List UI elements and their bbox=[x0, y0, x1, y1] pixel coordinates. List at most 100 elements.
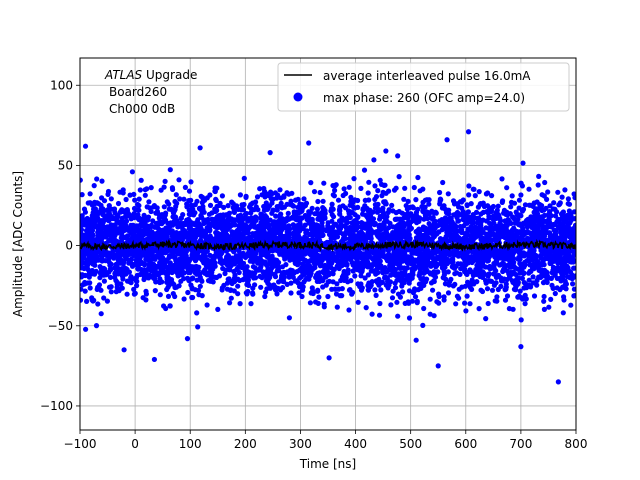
scatter-point bbox=[85, 231, 92, 237]
scatter-point bbox=[94, 176, 100, 182]
scatter-point bbox=[199, 278, 205, 284]
scatter-point bbox=[397, 247, 403, 253]
scatter-point bbox=[382, 254, 388, 260]
scatter-point bbox=[89, 218, 95, 225]
scatter-point bbox=[212, 263, 218, 269]
scatter-point bbox=[250, 290, 256, 296]
scatter-point bbox=[325, 293, 331, 300]
scatter-point bbox=[262, 205, 268, 211]
scatter-point bbox=[288, 290, 294, 296]
scatter-point bbox=[413, 228, 419, 235]
scatter-point bbox=[385, 248, 391, 254]
scatter-point bbox=[126, 257, 132, 263]
scatter-point bbox=[162, 178, 168, 184]
scatter-point bbox=[468, 225, 474, 231]
scatter-point bbox=[127, 251, 133, 257]
scatter-point bbox=[473, 257, 480, 263]
scatter-point bbox=[570, 281, 576, 287]
scatter-point bbox=[393, 234, 399, 240]
scatter-point bbox=[448, 276, 454, 282]
scatter-point bbox=[444, 260, 450, 267]
scatter-point bbox=[382, 217, 389, 223]
scatter-point bbox=[365, 190, 371, 196]
scatter-point bbox=[205, 235, 211, 242]
scatter-point bbox=[168, 277, 175, 283]
scatter-point bbox=[413, 216, 419, 222]
scatter-point bbox=[397, 294, 403, 300]
scatter-point bbox=[321, 304, 327, 310]
scatter-point bbox=[186, 278, 192, 284]
scatter-point bbox=[115, 265, 121, 272]
scatter-point bbox=[315, 198, 321, 205]
scatter-point bbox=[227, 300, 233, 306]
scatter-point bbox=[432, 270, 438, 276]
scatter-point bbox=[274, 207, 280, 213]
scatter-point bbox=[190, 227, 196, 233]
scatter-point bbox=[286, 315, 292, 321]
scatter-point bbox=[341, 186, 347, 192]
scatter-point bbox=[329, 201, 335, 207]
scatter-point bbox=[422, 197, 428, 203]
scatter-point bbox=[134, 225, 140, 231]
scatter-point bbox=[125, 210, 131, 217]
scatter-point bbox=[411, 262, 417, 268]
scatter-point bbox=[225, 276, 231, 282]
scatter-point bbox=[560, 310, 566, 316]
scatter-point bbox=[378, 287, 384, 293]
scatter-point bbox=[547, 203, 553, 209]
scatter-point bbox=[320, 213, 326, 220]
scatter-point bbox=[554, 275, 560, 281]
scatter-point bbox=[485, 210, 491, 216]
scatter-point bbox=[472, 224, 478, 230]
scatter-point bbox=[316, 253, 322, 259]
scatter-point bbox=[487, 263, 493, 270]
scatter-point bbox=[454, 215, 460, 221]
scatter-point bbox=[146, 199, 152, 205]
scatter-point bbox=[361, 223, 367, 229]
scatter-point bbox=[499, 278, 506, 284]
scatter-point bbox=[378, 280, 384, 286]
scatter-point bbox=[251, 207, 257, 213]
scatter-point bbox=[98, 209, 104, 215]
scatter-point bbox=[400, 220, 406, 226]
scatter-point bbox=[486, 215, 492, 221]
scatter-point bbox=[329, 260, 335, 266]
scatter-point bbox=[453, 234, 460, 240]
scatter-point bbox=[350, 253, 356, 259]
scatter-point bbox=[491, 282, 497, 288]
scatter-point bbox=[542, 179, 548, 186]
scatter-point bbox=[350, 268, 356, 274]
scatter-point bbox=[343, 190, 349, 197]
scatter-point bbox=[536, 262, 542, 268]
scatter-point bbox=[161, 204, 167, 210]
scatter-point bbox=[427, 210, 433, 216]
scatter-point bbox=[494, 294, 500, 300]
scatter-point bbox=[104, 298, 110, 304]
scatter-point bbox=[180, 212, 186, 218]
scatter-point bbox=[263, 289, 269, 295]
scatter-point bbox=[476, 306, 482, 312]
scatter-point bbox=[541, 262, 547, 268]
scatter-point bbox=[354, 233, 360, 239]
scatter-point bbox=[384, 230, 390, 236]
scatter-point bbox=[188, 197, 194, 203]
scatter-point bbox=[401, 196, 407, 202]
scatter-point bbox=[269, 262, 275, 268]
scatter-point bbox=[468, 269, 474, 275]
scatter-point bbox=[339, 293, 345, 299]
scatter-point bbox=[298, 256, 304, 262]
scatter-point bbox=[506, 262, 512, 268]
scatter-point bbox=[532, 216, 538, 222]
scatter-point bbox=[332, 187, 338, 193]
scatter-point bbox=[164, 257, 170, 263]
scatter-point bbox=[197, 283, 203, 289]
scatter-point bbox=[387, 220, 393, 226]
scatter-point bbox=[411, 288, 417, 294]
scatter-point bbox=[275, 267, 282, 274]
scatter-point bbox=[360, 259, 366, 266]
scatter-point bbox=[290, 274, 296, 280]
scatter-point bbox=[81, 206, 88, 212]
scatter-point bbox=[150, 218, 156, 224]
scatter-point bbox=[490, 249, 496, 255]
scatter-point bbox=[514, 276, 520, 283]
